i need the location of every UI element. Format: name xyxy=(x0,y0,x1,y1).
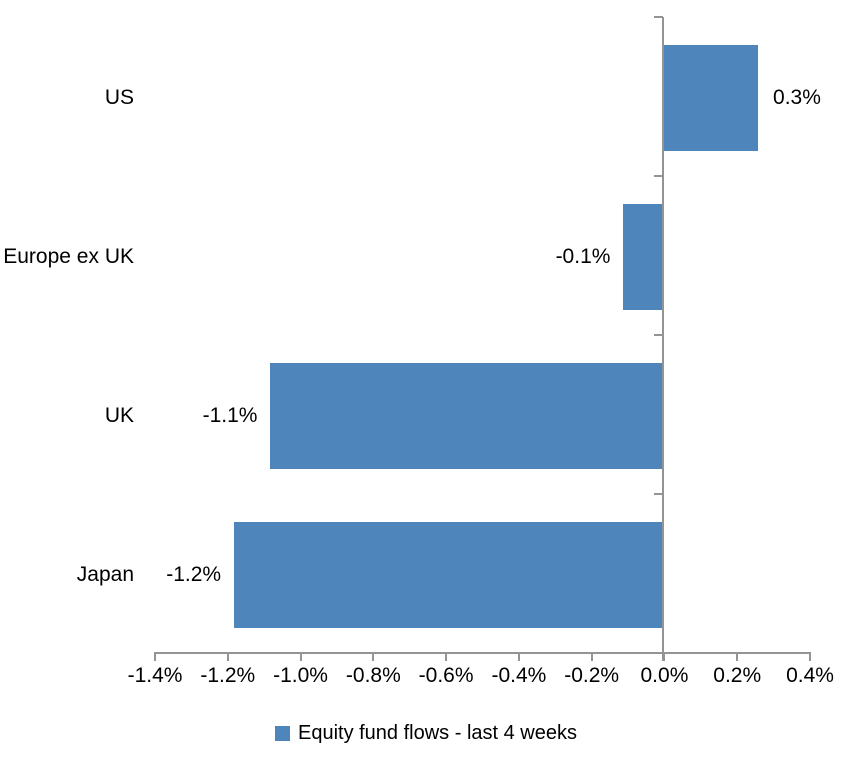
x-tick-label: -1.0% xyxy=(273,664,328,687)
x-tick-label: -0.8% xyxy=(345,664,401,687)
x-axis-line xyxy=(154,652,811,654)
category-label-us: US xyxy=(104,86,134,109)
value-label-japan: -1.2% xyxy=(166,563,222,586)
bar-europe-ex-uk xyxy=(623,204,664,310)
bar-uk xyxy=(270,363,664,469)
legend-swatch-icon xyxy=(274,726,290,741)
x-tick-label: -0.4% xyxy=(491,664,547,687)
x-tick xyxy=(445,652,448,661)
category-tick xyxy=(654,175,664,177)
category-label-europe-ex-uk: Europe ex UK xyxy=(3,245,134,268)
x-tick-label: 0.0% xyxy=(640,664,689,687)
x-tick xyxy=(736,652,739,661)
x-tick-label: -0.6% xyxy=(418,664,474,687)
x-tick xyxy=(372,652,375,661)
x-tick xyxy=(154,652,156,661)
x-tick xyxy=(226,652,229,661)
category-label-japan: Japan xyxy=(76,563,134,586)
zero-baseline xyxy=(662,17,665,661)
category-tick xyxy=(654,334,664,336)
category-tick xyxy=(654,493,664,495)
category-tick xyxy=(654,16,664,18)
x-tick xyxy=(663,652,666,661)
x-tick xyxy=(299,652,302,661)
x-tick-label: -1.2% xyxy=(200,664,256,687)
x-tick xyxy=(517,652,520,661)
legend: Equity fund flows - last 4 weeks xyxy=(0,722,852,745)
x-tick xyxy=(809,652,811,661)
value-label-europe-ex-uk: -0.1% xyxy=(555,245,611,268)
x-tick-label: -0.2% xyxy=(564,664,620,687)
x-tick-label: 0.2% xyxy=(713,664,762,687)
x-tick-label: -1.4% xyxy=(127,664,183,687)
x-tick xyxy=(590,652,593,661)
category-label-uk: UK xyxy=(104,404,134,427)
legend-label: Equity fund flows - last 4 weeks xyxy=(297,722,577,744)
x-tick-label: 0.4% xyxy=(786,664,834,687)
value-label-us: 0.3% xyxy=(773,86,821,109)
value-label-uk: -1.1% xyxy=(202,404,258,427)
bar-us xyxy=(663,45,759,151)
bar-japan xyxy=(234,522,664,628)
